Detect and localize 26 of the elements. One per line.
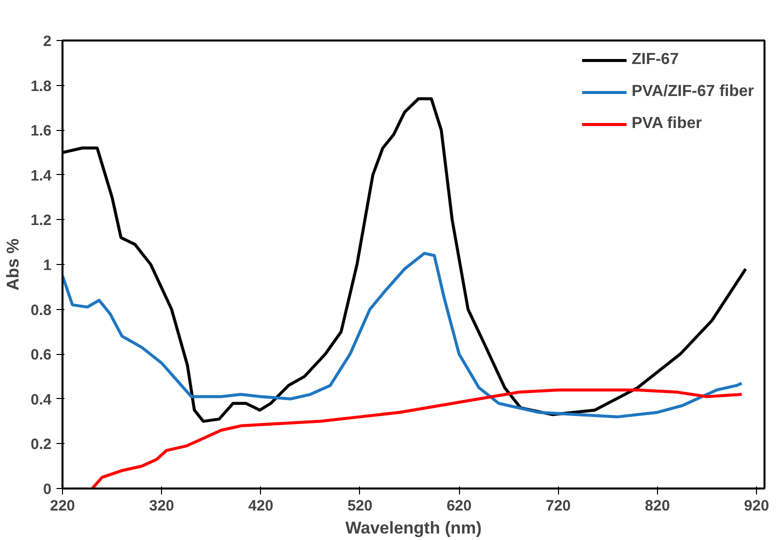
x-tick-label: 920 (744, 498, 770, 514)
x-tick-label: 520 (347, 498, 372, 514)
y-axis-title: Abs % (4, 238, 23, 290)
y-tick-label: 0.8 (30, 302, 52, 319)
y-tick-label: 0.2 (30, 436, 52, 454)
y-tick-label: 0 (43, 481, 52, 498)
y-tick-label: 1.6 (30, 122, 52, 140)
legend-label: ZIF-67 (632, 51, 679, 69)
y-tick-label: 2 (43, 33, 52, 50)
line-series (62, 252, 744, 418)
x-tick-label: 420 (248, 498, 274, 514)
x-tick-label: 820 (644, 498, 670, 514)
y-tick-label: 1.4 (30, 167, 52, 184)
legend-label: PVA/ZIF-67 fiber (632, 83, 754, 101)
x-axis-title: Wavelength (nm) (345, 518, 482, 538)
y-tick-label: 1.8 (30, 78, 52, 95)
x-tick-label: 720 (546, 498, 571, 514)
x-tick-label: 620 (446, 498, 472, 514)
y-tick-label: 1 (43, 257, 52, 274)
y-tick-label: 0.4 (30, 391, 52, 408)
y-tick-label: 0.6 (30, 346, 52, 364)
x-tick-label: 320 (149, 498, 174, 514)
x-tick-label: 220 (50, 498, 76, 514)
legend-label: PVA fiber (632, 115, 702, 133)
line-series (90, 388, 744, 488)
y-tick-label: 1.2 (30, 212, 52, 230)
